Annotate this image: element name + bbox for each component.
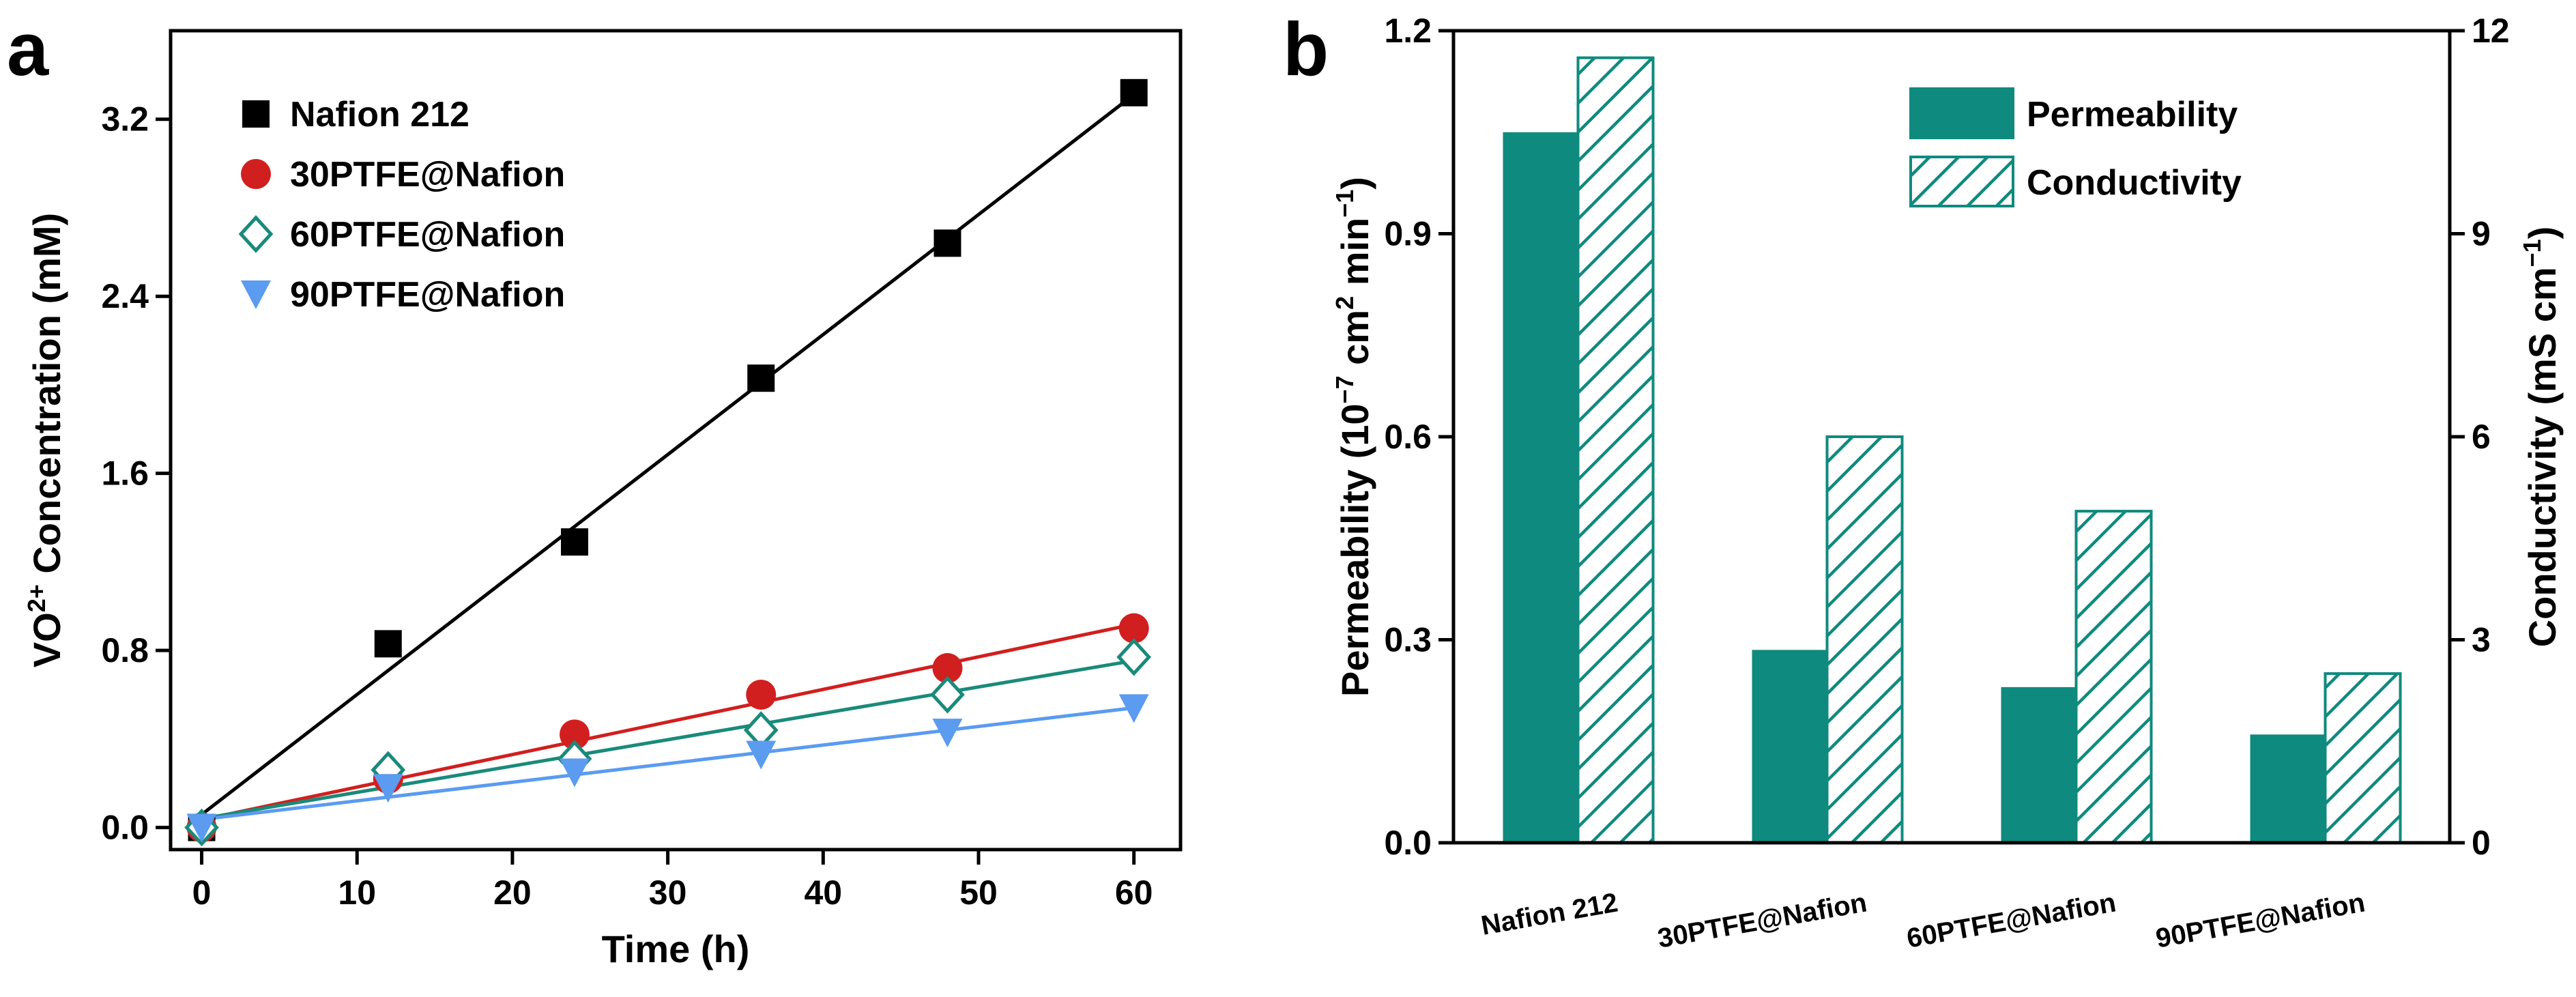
left-y-tick-label: 1.2	[1384, 12, 1432, 50]
data-point	[241, 280, 271, 309]
y-tick-label: 0.0	[101, 809, 149, 847]
data-point	[932, 653, 963, 684]
panel-a-y-axis-title: VO2+ Concentration (mM)	[23, 213, 68, 667]
data-point	[930, 676, 965, 714]
data-point	[1118, 694, 1149, 723]
data-point	[932, 719, 963, 748]
data-point	[746, 679, 777, 710]
x-tick-label: 10	[338, 873, 376, 912]
bar-conductivity	[2074, 510, 2153, 844]
panel-b-left-axis-title: Permeability (10−7 cm2 min−1)	[1331, 177, 1376, 697]
panel-b: b Nafion 212 30PTFE@Nafion 60PTFE@Nafion 90…	[1283, 8, 2564, 954]
panel-b-left-title-mid2: min	[1333, 218, 1376, 296]
left-y-tick-label: 0.6	[1384, 418, 1432, 456]
panel-a-plot-frame	[169, 29, 1183, 852]
x-tick-label: 20	[493, 873, 532, 912]
panel-b-label: b	[1283, 8, 1329, 91]
category-label: 90PTFE@Nafion	[2154, 888, 2367, 954]
data-point	[1116, 638, 1152, 676]
data-point	[934, 229, 961, 257]
panel-b-right-axis-title: Conductivity (mS cm−1)	[2518, 227, 2564, 648]
left-y-tick-label: 0.9	[1384, 215, 1432, 253]
bar-permeability	[2250, 734, 2326, 843]
right-y-tick-label: 9	[2472, 215, 2491, 253]
fit-line-3	[201, 706, 1134, 822]
legend-label: Permeability	[2027, 95, 2238, 134]
panel-a-points	[184, 78, 1152, 847]
data-point	[241, 159, 271, 189]
x-tick-label: 40	[804, 873, 842, 912]
data-point	[238, 215, 274, 253]
x-tick-label: 50	[959, 873, 998, 912]
bar-conductivity	[1576, 56, 1655, 845]
panel-a-fit-lines	[201, 93, 1135, 822]
legend-label: 60PTFE@Nafion	[290, 215, 565, 255]
data-point	[560, 758, 590, 788]
panel-a-legend: Nafion 212 30PTFE@Nafion 60PTFE@Nafion 90PT…	[238, 95, 565, 315]
data-point	[746, 740, 777, 770]
panel-a-y-title-sup: 2+	[23, 584, 50, 612]
left-y-tick-label: 0.3	[1384, 621, 1432, 659]
data-point	[561, 528, 588, 556]
category-label: 60PTFE@Nafion	[1905, 888, 2118, 954]
data-point	[560, 719, 590, 750]
panel-b-left-title-sup1: −7	[1331, 375, 1359, 403]
data-point	[186, 813, 217, 843]
panel-b-plot-frame	[1451, 29, 2452, 845]
bar-permeability	[2001, 687, 2076, 843]
right-y-tick-label: 6	[2472, 418, 2491, 456]
panel-b-left-title-end: )	[1333, 177, 1376, 190]
panel-b-right-title-sup: −1	[2518, 239, 2546, 267]
fit-line-0	[201, 93, 1135, 816]
data-point	[747, 364, 775, 392]
data-point	[1118, 613, 1149, 644]
fit-line-2	[201, 659, 1135, 821]
x-tick-label: 0	[192, 873, 212, 912]
panel-b-right-title-end: )	[2521, 227, 2564, 240]
y-tick-label: 2.4	[101, 277, 149, 315]
panel-b-left-title-sup3: −1	[1331, 190, 1359, 218]
panel-b-left-title-base: Permeability (10	[1333, 403, 1376, 697]
right-y-tick-label: 0	[2472, 824, 2491, 862]
panel-a-label: a	[7, 8, 49, 91]
panel-b-right-title-base: Conductivity (mS cm	[2521, 267, 2564, 647]
y-tick-label: 1.6	[101, 454, 149, 493]
panel-a-ticks: 0 10 20 30 40 50 60 0.0 0.8 1.6 2.4 3.2	[101, 100, 1153, 912]
panel-b-legend: Permeability Conductivity	[1909, 87, 2242, 207]
y-tick-label: 3.2	[101, 100, 149, 139]
right-y-tick-label: 12	[2472, 12, 2510, 50]
panel-a-y-title-rest: Concentration (mM)	[25, 213, 68, 584]
legend-swatch	[1909, 87, 2014, 139]
data-point	[1120, 78, 1148, 106]
x-tick-label: 60	[1115, 873, 1153, 912]
fit-line-1	[201, 622, 1135, 822]
panel-a-y-title-base: VO	[25, 612, 68, 667]
legend-label: Conductivity	[2027, 163, 2242, 203]
bar-permeability	[1503, 132, 1578, 843]
data-point	[374, 630, 402, 658]
category-label: Nafion 212	[1479, 888, 1620, 941]
legend-label: 30PTFE@Nafion	[290, 155, 565, 194]
panel-a-x-axis-title: Time (h)	[602, 927, 750, 970]
data-point	[373, 774, 403, 803]
bar-permeability	[1752, 650, 1827, 843]
bar-conductivity	[1825, 435, 1904, 844]
panel-b-left-title-mid: cm	[1333, 310, 1376, 376]
category-label: 30PTFE@Nafion	[1655, 888, 1869, 954]
legend-swatch	[1909, 156, 2014, 207]
legend-label: 90PTFE@Nafion	[290, 275, 565, 315]
panel-b-left-title-sup2: 2	[1331, 296, 1359, 310]
right-y-tick-label: 3	[2472, 621, 2491, 659]
bar-conductivity	[2324, 672, 2402, 844]
data-point	[242, 100, 270, 128]
y-tick-label: 0.8	[101, 631, 149, 669]
left-y-tick-label: 0.0	[1384, 824, 1432, 862]
panel-a: a 0 10 20 30 40 50 60 0.0 0.8 1.6 2.4 3.2 Nafion 21…	[7, 8, 1183, 970]
legend-label: Nafion 212	[290, 95, 469, 134]
x-tick-label: 30	[649, 873, 687, 912]
